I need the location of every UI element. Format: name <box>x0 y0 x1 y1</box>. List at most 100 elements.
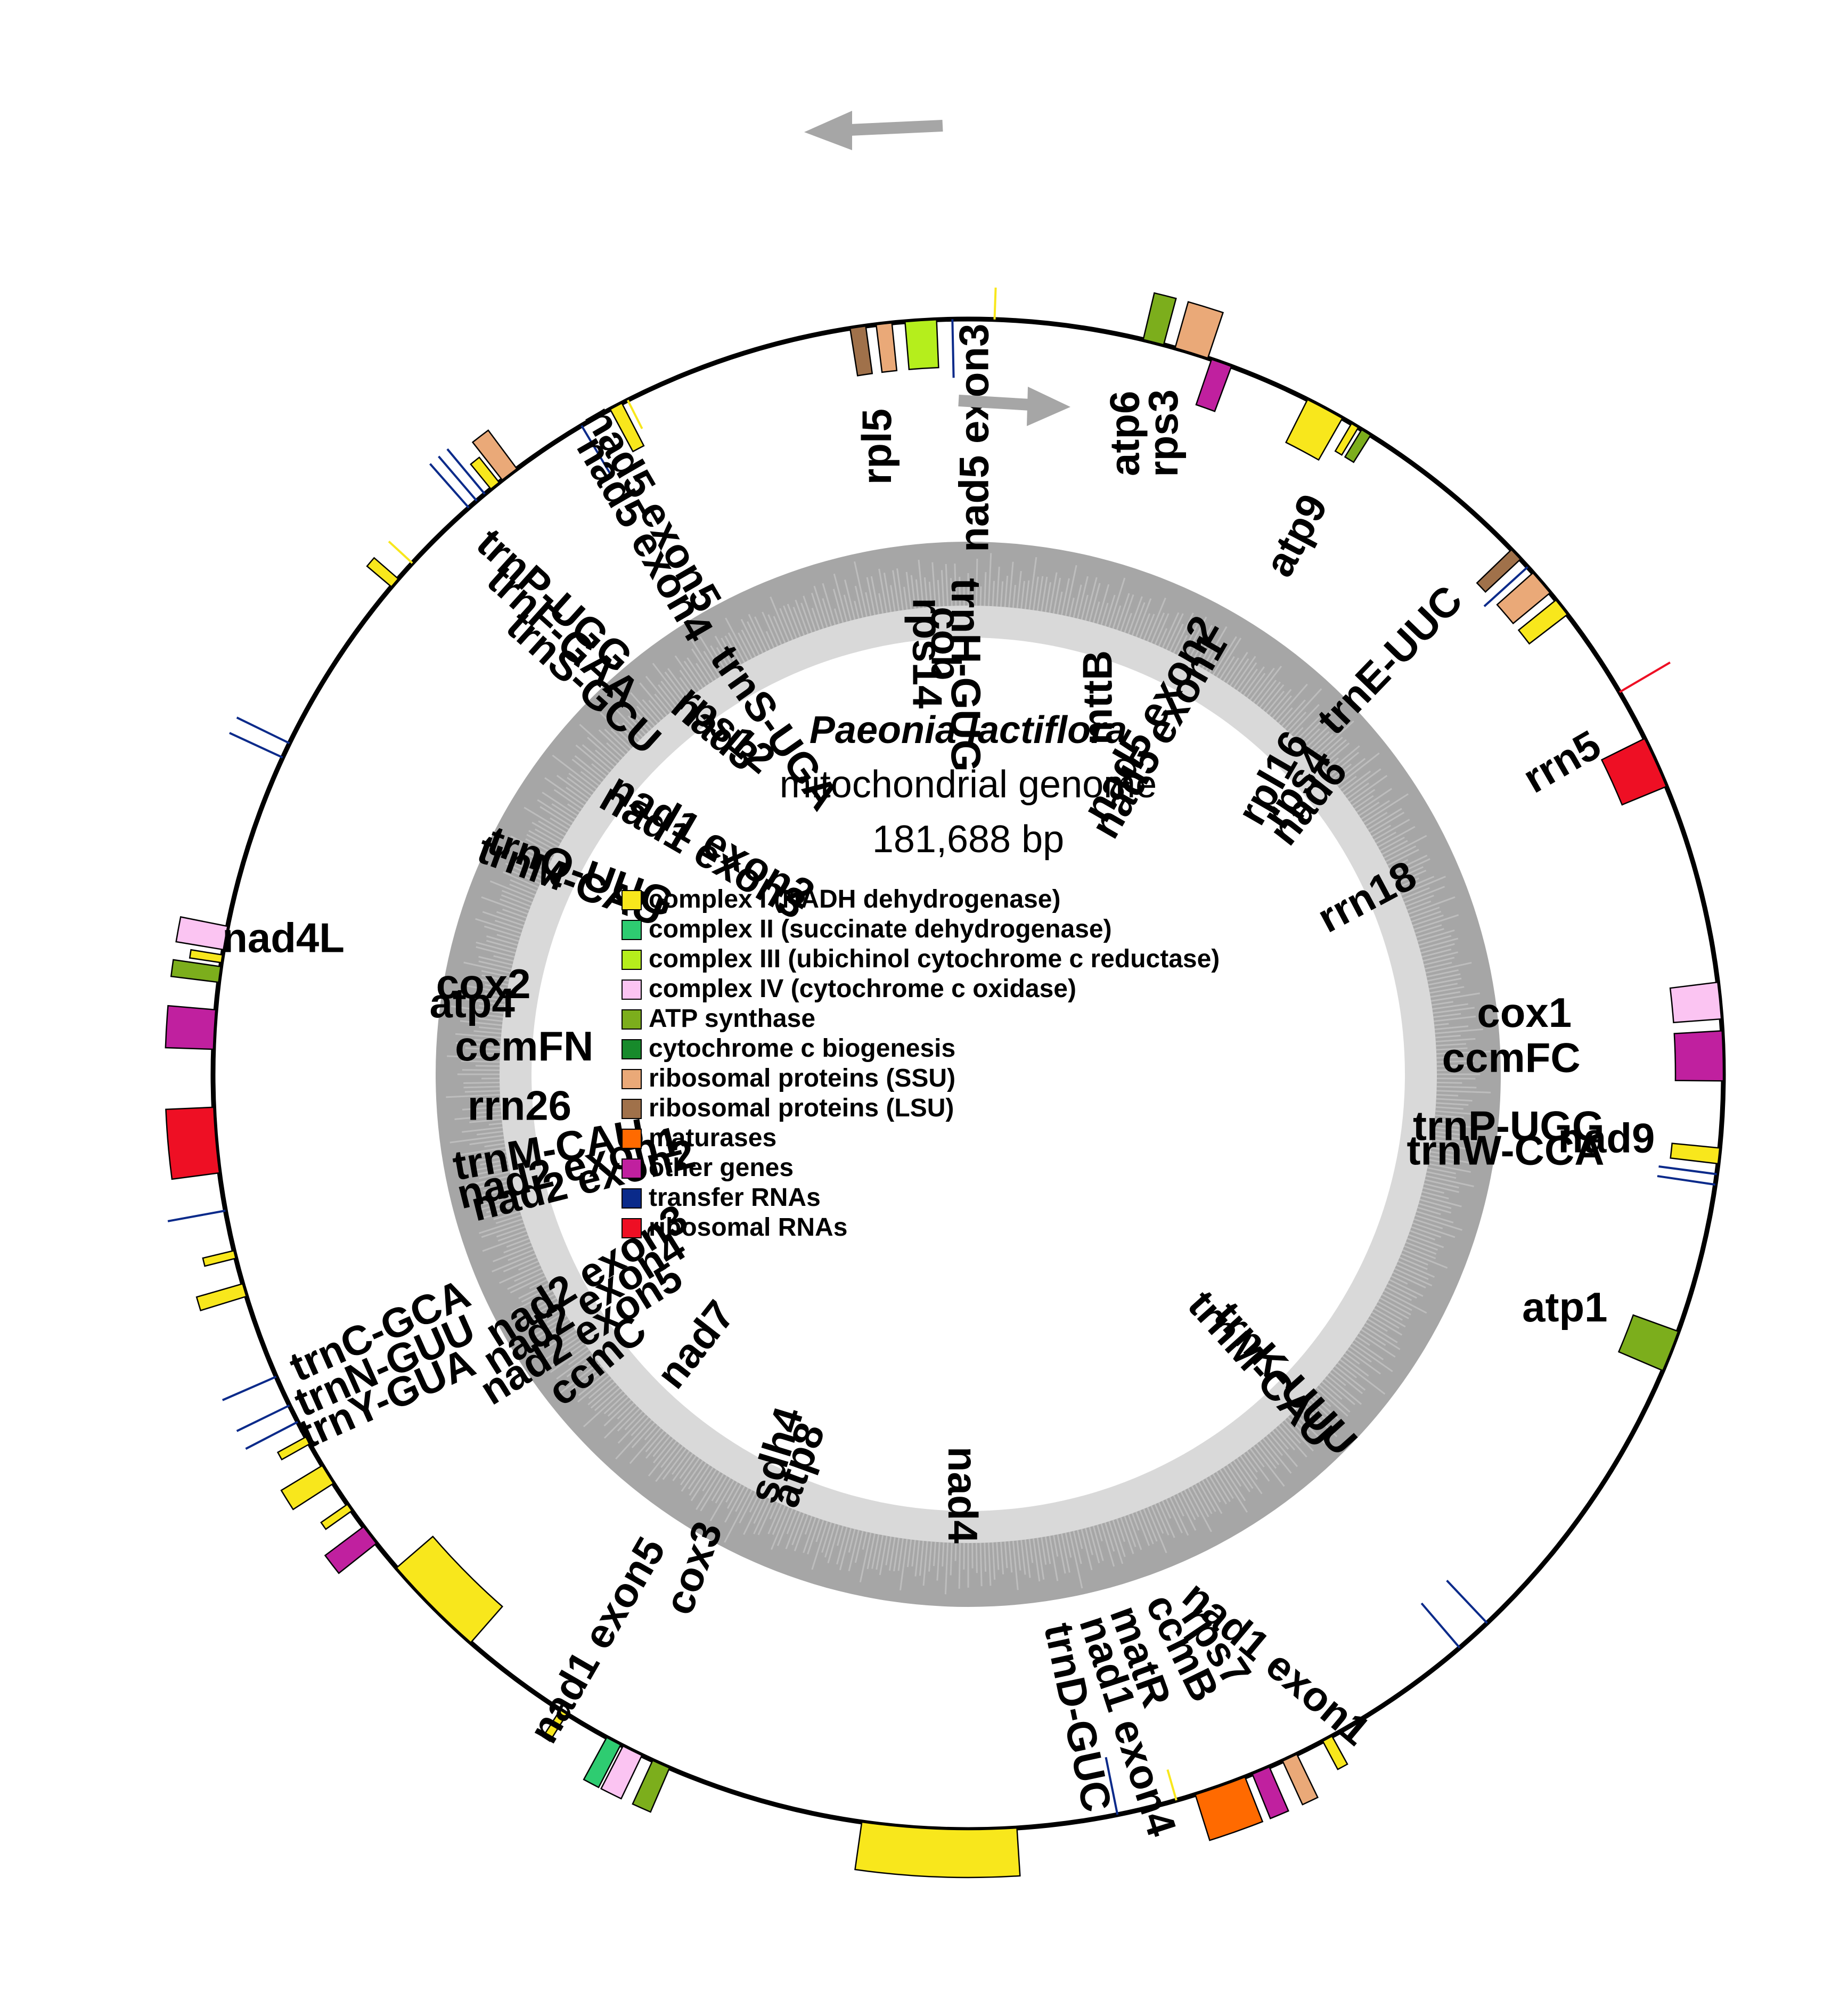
gc-tick <box>1108 577 1126 628</box>
gc-tick <box>827 1524 840 1564</box>
gc-tick <box>1376 831 1397 844</box>
gc-tick <box>1407 1237 1438 1251</box>
gc-tick <box>1135 598 1152 637</box>
gene-ccmc <box>324 1525 378 1574</box>
gc-tick <box>950 578 953 606</box>
gc-tick <box>479 1171 510 1179</box>
gc-tick <box>1246 673 1266 698</box>
gc-tick <box>979 1542 983 1587</box>
gc-tick <box>1426 969 1459 978</box>
gc-tick <box>1205 644 1222 671</box>
gc-tick <box>1281 1422 1301 1444</box>
gc-tick <box>1223 1467 1246 1501</box>
gc-tick <box>1143 1508 1158 1542</box>
legend-swatch <box>622 1158 642 1179</box>
gc-tick <box>714 635 735 669</box>
gc-tick <box>476 1130 503 1136</box>
gc-tick <box>1331 1368 1363 1394</box>
gc-tick <box>1275 683 1308 721</box>
gc-tick <box>883 573 892 613</box>
gc-tick <box>753 1498 771 1534</box>
gene-nad2-exon3 <box>276 1436 311 1461</box>
gc-tick <box>483 1195 516 1205</box>
gc-tick <box>919 1540 925 1576</box>
gc-tick <box>787 603 802 637</box>
gc-tick <box>1436 1090 1491 1093</box>
gc-tick <box>1044 1536 1051 1564</box>
gc-tick <box>765 631 775 648</box>
gc-tick <box>1430 992 1480 1002</box>
gene-rrn5 <box>1619 662 1671 693</box>
legend-label: ribosomal proteins (SSU) <box>649 1064 955 1092</box>
gc-tick <box>469 1138 504 1146</box>
gc-tick <box>757 1500 775 1536</box>
gc-tick <box>558 1362 600 1395</box>
gc-tick <box>700 1473 724 1512</box>
legend-label: complex III (ubichinol cytochrome c redu… <box>649 945 1220 973</box>
gene-nad6 <box>1517 599 1568 645</box>
gc-tick <box>1421 1190 1449 1199</box>
legend-label: complex IV (cytochrome c oxidase) <box>649 975 1076 1003</box>
legend-label: ribosomal proteins (LSU) <box>649 1094 954 1122</box>
gc-tick <box>1108 1521 1124 1564</box>
gc-tick <box>1302 728 1321 747</box>
gc-tick <box>465 1047 501 1051</box>
gc-tick <box>1176 635 1188 656</box>
gene-trnm-cau <box>229 732 283 759</box>
gc-tick <box>815 1520 824 1542</box>
gc-tick <box>534 828 561 844</box>
gc-tick <box>703 650 721 678</box>
gc-tick <box>1036 1538 1045 1580</box>
gc-tick <box>1342 770 1371 793</box>
gc-tick <box>762 611 779 647</box>
gc-tick <box>1154 1504 1170 1536</box>
gc-tick <box>1397 1260 1435 1278</box>
gene-label-rrn5: rrn5 <box>1515 721 1608 802</box>
gc-tick <box>509 869 541 885</box>
gc-tick <box>571 1365 602 1390</box>
gc-tick <box>455 1042 501 1047</box>
gene-label-nad4l: nad4L <box>222 915 345 961</box>
genome-size: 181,688 bp <box>872 818 1064 861</box>
gc-tick <box>1361 1329 1386 1346</box>
gc-tick <box>533 1315 567 1336</box>
gc-tick <box>753 1497 767 1524</box>
gc-tick <box>792 607 805 636</box>
gc-tick <box>1233 1460 1254 1489</box>
gc-tick <box>1065 565 1077 616</box>
gc-tick <box>786 1510 797 1534</box>
gc-tick <box>992 581 995 607</box>
gene-nad7 <box>395 1535 504 1644</box>
gc-tick <box>1057 591 1063 615</box>
gc-tick <box>479 1187 514 1197</box>
gc-tick <box>1351 789 1376 806</box>
gc-tick <box>1216 1471 1234 1499</box>
gc-tick <box>522 1301 559 1323</box>
gc-tick <box>583 1390 624 1427</box>
gc-tick <box>1032 1538 1041 1582</box>
gc-tick <box>1426 1171 1457 1179</box>
gc-tick <box>1410 1230 1436 1240</box>
gc-tick <box>493 1245 533 1262</box>
gc-tick <box>1399 876 1435 892</box>
gc-tick <box>1432 1138 1459 1144</box>
gc-tick <box>501 889 533 903</box>
gc-tick <box>1131 1513 1140 1531</box>
legend-swatch <box>622 1009 642 1030</box>
gc-tick <box>1165 1498 1183 1533</box>
gc-tick <box>571 758 602 783</box>
gc-tick <box>1422 951 1459 962</box>
gc-tick <box>984 1542 987 1572</box>
gc-tick <box>1319 1384 1351 1413</box>
gc-tick <box>1410 907 1440 919</box>
gc-tick <box>987 553 992 606</box>
gc-tick <box>1060 578 1070 615</box>
gc-tick <box>928 582 933 607</box>
gc-tick <box>662 1448 687 1480</box>
gc-tick <box>1413 914 1459 930</box>
gc-tick <box>1432 1003 1468 1010</box>
gc-tick <box>1184 616 1207 659</box>
gc-tick <box>896 568 904 610</box>
gc-tick <box>479 1052 500 1055</box>
gc-tick <box>1321 1381 1343 1400</box>
